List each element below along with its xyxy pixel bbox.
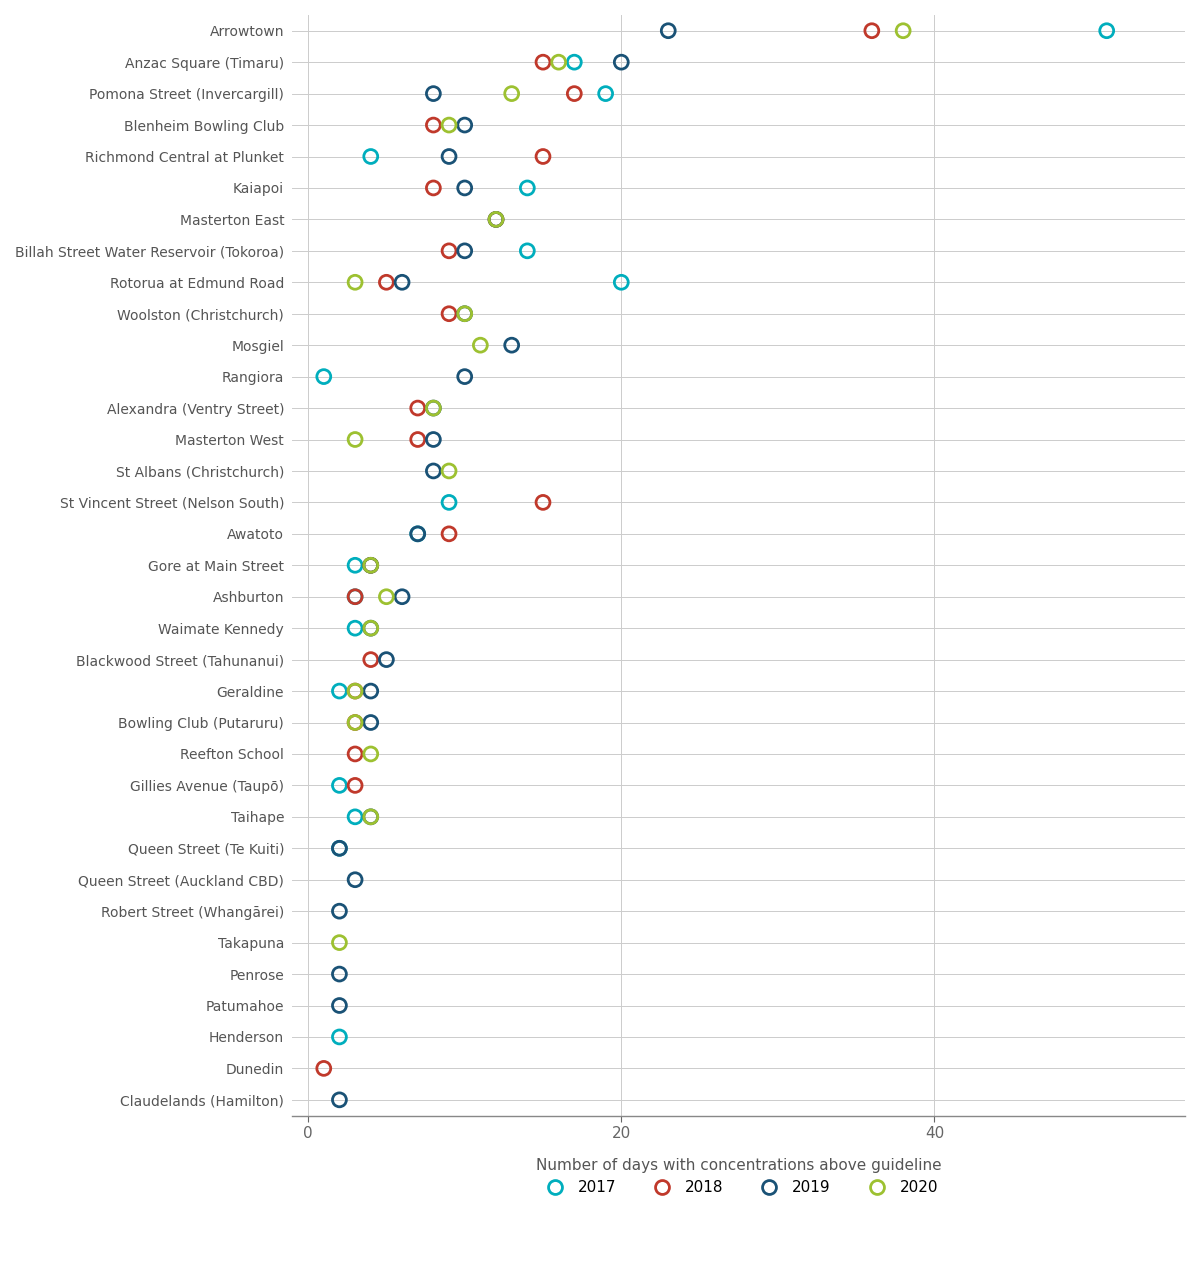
Point	[330, 1090, 349, 1111]
Point	[408, 429, 427, 449]
Point	[346, 743, 365, 764]
Point	[502, 335, 521, 356]
Point	[486, 209, 505, 230]
Point	[330, 932, 349, 953]
Point	[596, 83, 616, 104]
Point	[424, 177, 443, 198]
Point	[377, 650, 396, 670]
Point	[377, 587, 396, 607]
Point	[424, 398, 443, 419]
Point	[502, 83, 521, 104]
Point	[346, 681, 365, 701]
Point	[330, 901, 349, 922]
Point	[439, 492, 458, 512]
Point	[361, 555, 380, 575]
Point	[346, 713, 365, 733]
Point	[424, 398, 443, 419]
Point	[533, 146, 552, 167]
Point	[439, 114, 458, 135]
Point	[330, 681, 349, 701]
Point	[346, 681, 365, 701]
Point	[455, 366, 474, 386]
Point	[392, 272, 412, 293]
Point	[486, 209, 505, 230]
Point	[455, 303, 474, 324]
Point	[612, 51, 631, 72]
Point	[361, 555, 380, 575]
Point	[863, 21, 882, 41]
Point	[424, 461, 443, 482]
Point	[424, 83, 443, 104]
Point	[894, 21, 913, 41]
Point	[346, 587, 365, 607]
Point	[533, 492, 552, 512]
Point	[455, 240, 474, 261]
Point	[439, 524, 458, 544]
Point	[314, 1058, 334, 1079]
Point	[361, 618, 380, 638]
Point	[408, 524, 427, 544]
Point	[565, 83, 584, 104]
Point	[612, 272, 631, 293]
Point	[361, 806, 380, 827]
Point	[533, 51, 552, 72]
Point	[330, 776, 349, 796]
Point	[330, 964, 349, 985]
Point	[346, 272, 365, 293]
Point	[361, 618, 380, 638]
Point	[424, 429, 443, 449]
Point	[408, 524, 427, 544]
Point	[346, 555, 365, 575]
X-axis label: Number of days with concentrations above guideline: Number of days with concentrations above…	[536, 1158, 942, 1172]
Point	[424, 114, 443, 135]
Point	[330, 995, 349, 1016]
Point	[361, 806, 380, 827]
Point	[439, 303, 458, 324]
Point	[470, 335, 490, 356]
Point	[486, 209, 505, 230]
Point	[565, 51, 584, 72]
Point	[455, 303, 474, 324]
Point	[346, 869, 365, 890]
Point	[330, 1027, 349, 1048]
Point	[346, 618, 365, 638]
Point	[517, 177, 536, 198]
Point	[1097, 21, 1116, 41]
Point	[550, 51, 569, 72]
Point	[361, 650, 380, 670]
Point	[330, 838, 349, 859]
Point	[361, 713, 380, 733]
Point	[346, 806, 365, 827]
Point	[439, 461, 458, 482]
Point	[408, 398, 427, 419]
Point	[346, 713, 365, 733]
Point	[439, 146, 458, 167]
Point	[314, 366, 334, 386]
Point	[659, 21, 678, 41]
Point	[439, 240, 458, 261]
Point	[455, 114, 474, 135]
Point	[346, 429, 365, 449]
Point	[361, 743, 380, 764]
Point	[517, 240, 536, 261]
Point	[361, 146, 380, 167]
Point	[455, 177, 474, 198]
Point	[377, 272, 396, 293]
Legend: 2017, 2018, 2019, 2020: 2017, 2018, 2019, 2020	[533, 1175, 944, 1202]
Point	[361, 681, 380, 701]
Point	[361, 555, 380, 575]
Point	[346, 587, 365, 607]
Point	[392, 587, 412, 607]
Point	[346, 776, 365, 796]
Point	[330, 838, 349, 859]
